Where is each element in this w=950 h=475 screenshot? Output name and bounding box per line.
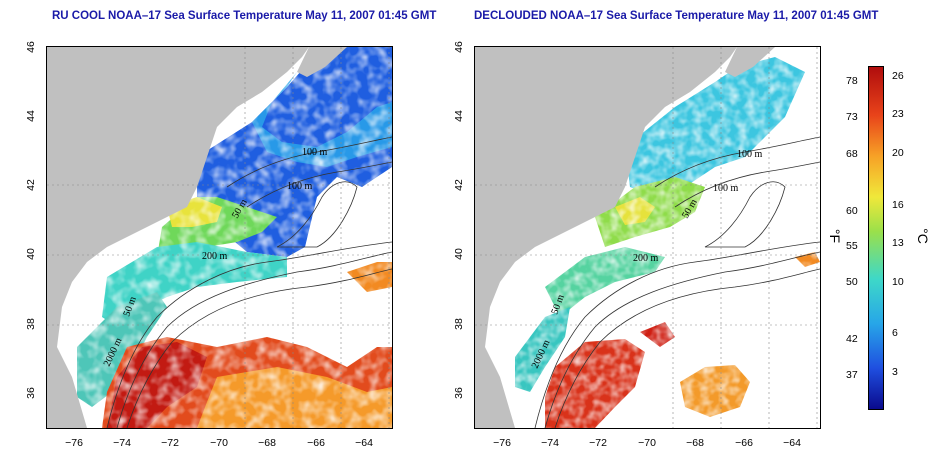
y-tick-label: 42	[453, 179, 465, 191]
x-tick-label: −64	[355, 437, 373, 449]
colorbar-celsius-tick: 20	[892, 147, 904, 159]
colorbar-fahrenheit-tick: 68	[846, 148, 858, 160]
contour-label: 100 m	[713, 183, 739, 194]
contour-label: 200 m	[633, 253, 659, 264]
colorbar-celsius-tick: 23	[892, 108, 904, 120]
nova-scotia-land	[297, 47, 347, 77]
y-tick-label: 44	[25, 110, 37, 122]
colorbar-celsius-tick: 26	[892, 70, 904, 82]
x-tick-label: −70	[638, 437, 656, 449]
contour-label: 100 m	[302, 147, 328, 158]
right-sst-map: 100 m 100 m 50 m 200 m 50 m 2000 m	[475, 47, 820, 428]
x-tick-label: −64	[783, 437, 801, 449]
y-tick-label: 38	[453, 318, 465, 330]
colorbar-fahrenheit-tick: 60	[846, 205, 858, 217]
y-tick-label: 46	[25, 41, 37, 53]
contour-label: 200 m	[202, 251, 228, 262]
y-tick-label: 44	[453, 110, 465, 122]
x-tick-label: −74	[541, 437, 559, 449]
right-map-panel: 100 m 100 m 50 m 200 m 50 m 2000 m	[474, 46, 821, 429]
x-tick-label: −72	[161, 437, 179, 449]
colorbar-fahrenheit-tick: 78	[846, 75, 858, 87]
colorbar-fahrenheit-tick: 55	[846, 240, 858, 252]
left-sst-map: 100 m 100 m 50 m 200 m 50 m 2000 m	[47, 47, 392, 428]
colorbar-fahrenheit-tick: 73	[846, 111, 858, 123]
y-tick-label: 46	[453, 41, 465, 53]
land-mass	[475, 47, 737, 428]
x-tick-label: −72	[589, 437, 607, 449]
y-tick-label: 42	[25, 179, 37, 191]
colorbar-fahrenheit-tick: 42	[846, 333, 858, 345]
bathymetry-contours	[534, 136, 820, 428]
colorbar-celsius-tick: 6	[892, 327, 898, 339]
colorbar-celsius-unit: °C	[914, 228, 931, 244]
colorbar	[868, 66, 884, 410]
x-tick-label: −68	[686, 437, 704, 449]
colorbar-fahrenheit-unit: °F	[827, 228, 844, 244]
x-tick-label: −76	[493, 437, 511, 449]
bathymetry-contours	[106, 136, 392, 428]
y-tick-label: 40	[453, 248, 465, 260]
y-tick-label: 38	[25, 318, 37, 330]
x-tick-label: −74	[113, 437, 131, 449]
land-mass	[47, 47, 309, 428]
x-tick-label: −66	[735, 437, 753, 449]
x-tick-label: −70	[210, 437, 228, 449]
grid-lines	[47, 47, 392, 428]
colorbar-fahrenheit-tick: 50	[846, 276, 858, 288]
colorbar-celsius-tick: 16	[892, 199, 904, 211]
y-tick-label: 36	[453, 387, 465, 399]
colorbar-celsius-tick: 13	[892, 237, 904, 249]
x-tick-label: −68	[258, 437, 276, 449]
nova-scotia-land	[725, 47, 775, 77]
colorbar-celsius-tick: 3	[892, 366, 898, 378]
x-tick-label: −66	[307, 437, 325, 449]
left-map-title: RU COOL NOAA–17 Sea Surface Temperature …	[52, 10, 437, 22]
colorbar-celsius-tick: 10	[892, 276, 904, 288]
left-map-panel: 100 m 100 m 50 m 200 m 50 m 2000 m	[46, 46, 393, 429]
right-map-title: DECLOUDED NOAA–17 Sea Surface Temperatur…	[474, 10, 879, 22]
x-tick-label: −76	[65, 437, 83, 449]
y-tick-label: 40	[25, 248, 37, 260]
contour-label: 100 m	[737, 149, 763, 160]
y-tick-label: 36	[25, 387, 37, 399]
colorbar-fahrenheit-tick: 37	[846, 369, 858, 381]
grid-lines	[475, 47, 820, 428]
contour-label: 100 m	[287, 181, 313, 192]
